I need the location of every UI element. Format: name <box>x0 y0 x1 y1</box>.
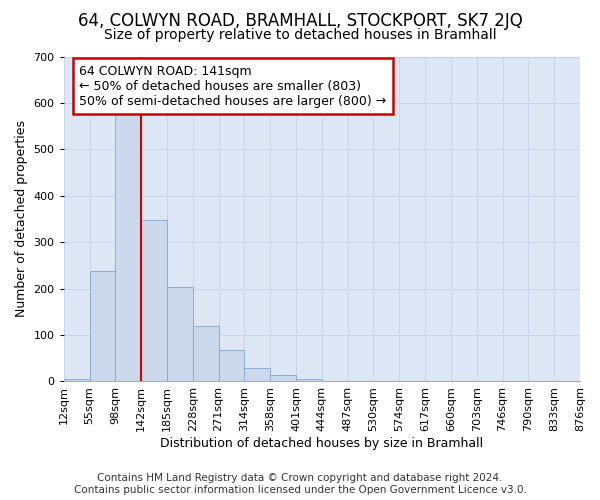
Bar <box>89 272 115 382</box>
Bar <box>141 220 167 382</box>
Text: Contains HM Land Registry data © Crown copyright and database right 2024.
Contai: Contains HM Land Registry data © Crown c… <box>74 474 526 495</box>
Bar <box>218 350 244 382</box>
Bar <box>115 108 141 382</box>
Bar <box>244 368 270 382</box>
Bar <box>270 376 296 382</box>
Y-axis label: Number of detached properties: Number of detached properties <box>15 120 28 318</box>
Text: Size of property relative to detached houses in Bramhall: Size of property relative to detached ho… <box>104 28 496 42</box>
Text: 64, COLWYN ROAD, BRAMHALL, STOCKPORT, SK7 2JQ: 64, COLWYN ROAD, BRAMHALL, STOCKPORT, SK… <box>77 12 523 30</box>
Bar <box>64 379 89 382</box>
Bar <box>296 379 322 382</box>
X-axis label: Distribution of detached houses by size in Bramhall: Distribution of detached houses by size … <box>160 437 484 450</box>
Text: 64 COLWYN ROAD: 141sqm
← 50% of detached houses are smaller (803)
50% of semi-de: 64 COLWYN ROAD: 141sqm ← 50% of detached… <box>79 64 386 108</box>
Bar <box>193 326 218 382</box>
Bar <box>167 287 193 382</box>
